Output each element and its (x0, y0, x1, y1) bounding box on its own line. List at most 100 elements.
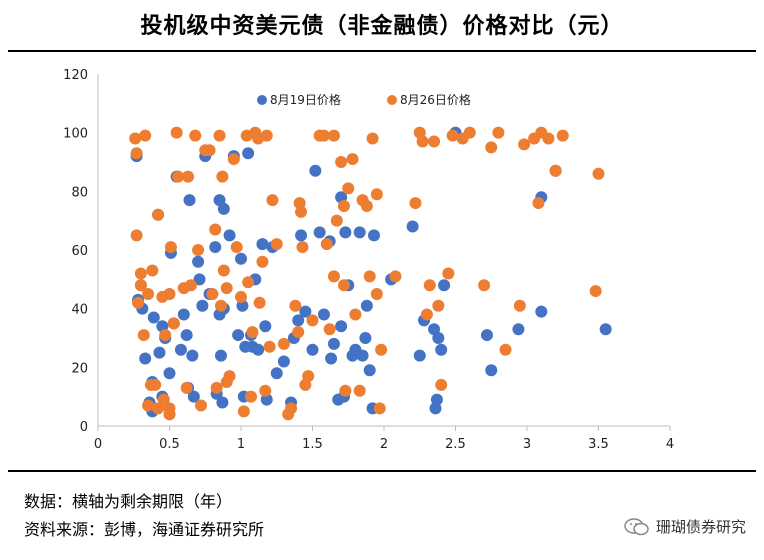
point-aug26 (214, 299, 227, 312)
point-aug26 (235, 290, 247, 303)
point-aug26 (556, 129, 569, 142)
point-aug19 (232, 329, 245, 342)
point-aug19 (480, 329, 493, 342)
x-tick-label: 4 (666, 437, 674, 452)
point-aug26 (302, 370, 315, 383)
note-data-source-axis: 数据：横轴为剩余期限（年） (24, 492, 233, 511)
point-aug19 (327, 337, 340, 350)
point-aug26 (164, 241, 177, 254)
point-aug26 (432, 299, 445, 312)
note-source: 资料来源：彭博，海通证券研究所 (24, 520, 265, 539)
point-aug19 (187, 390, 200, 403)
point-aug26 (134, 267, 147, 280)
point-aug26 (137, 329, 150, 342)
point-aug19 (325, 352, 338, 365)
point-aug26 (478, 279, 491, 292)
point-aug19 (256, 238, 269, 251)
point-aug26 (245, 390, 258, 403)
point-aug26 (435, 378, 448, 391)
x-tick-label: 3 (523, 437, 531, 452)
point-aug26 (442, 267, 455, 280)
point-aug26 (389, 270, 402, 283)
point-aug26 (353, 384, 366, 397)
point-aug19 (214, 349, 227, 362)
x-tick-label: 0.5 (159, 437, 180, 452)
point-aug19 (432, 332, 445, 344)
point-aug26 (532, 197, 545, 210)
point-aug19 (147, 311, 160, 324)
point-aug26 (342, 182, 355, 195)
point-aug19 (153, 346, 166, 359)
point-aug19 (236, 299, 249, 312)
y-tick-label: 100 (63, 127, 88, 142)
point-aug26 (277, 337, 290, 350)
point-aug26 (446, 129, 459, 142)
point-aug19 (313, 226, 326, 239)
point-aug26 (370, 288, 383, 300)
point-aug19 (139, 352, 152, 365)
point-aug19 (163, 367, 176, 380)
point-aug19 (353, 226, 366, 239)
x-tick-label: 1.5 (302, 437, 323, 452)
point-aug19 (217, 202, 230, 215)
point-aug19 (356, 349, 369, 362)
wechat-icon (624, 517, 649, 535)
point-aug19 (363, 364, 376, 377)
point-aug26 (306, 314, 319, 327)
point-aug26 (192, 244, 205, 256)
point-aug26 (242, 276, 255, 289)
point-aug19 (339, 226, 352, 239)
point-aug26 (346, 153, 359, 166)
point-aug19 (295, 229, 308, 242)
point-aug26 (330, 214, 343, 227)
point-aug26 (172, 170, 185, 183)
point-aug26 (253, 296, 266, 309)
point-aug26 (296, 241, 309, 254)
point-aug26 (327, 129, 340, 142)
y-tick-label: 40 (71, 303, 88, 318)
point-aug26 (337, 279, 350, 292)
point-aug19 (306, 343, 319, 356)
point-aug26 (146, 264, 159, 277)
point-aug26 (337, 200, 350, 212)
point-aug26 (285, 402, 298, 415)
point-aug26 (139, 129, 152, 142)
bottom-rule (8, 470, 756, 472)
point-aug19 (183, 194, 196, 207)
point-aug26 (423, 279, 436, 292)
point-aug26 (542, 132, 555, 145)
point-aug26 (246, 326, 259, 339)
point-aug26 (159, 329, 172, 342)
point-aug19 (223, 229, 236, 242)
point-aug19 (193, 273, 206, 286)
point-aug19 (252, 343, 265, 356)
point-aug26 (266, 194, 279, 207)
point-aug19 (599, 323, 612, 336)
point-aug26 (518, 138, 531, 151)
point-aug26 (260, 129, 273, 142)
point-aug19 (180, 329, 193, 342)
point-aug26 (289, 299, 302, 312)
point-aug26 (142, 288, 155, 300)
point-aug26 (327, 270, 340, 283)
point-aug19 (242, 147, 255, 160)
point-aug19 (299, 305, 312, 318)
point-aug19 (309, 164, 322, 177)
point-aug26 (499, 343, 512, 356)
point-aug19 (360, 299, 373, 312)
point-aug26 (216, 170, 229, 183)
point-aug26 (270, 238, 283, 251)
point-aug26 (263, 340, 276, 353)
legend-label-aug19: 8月19日价格 (270, 92, 341, 107)
point-aug26 (366, 132, 379, 145)
point-aug26 (167, 317, 180, 330)
legend-marker-aug19 (257, 95, 267, 105)
watermark-text: 珊瑚债券研究 (655, 518, 746, 536)
point-aug26 (349, 308, 362, 321)
point-aug19 (317, 308, 330, 321)
point-aug26 (157, 393, 170, 406)
point-aug26 (130, 229, 143, 242)
point-aug26 (142, 399, 155, 412)
point-aug19 (535, 305, 548, 318)
